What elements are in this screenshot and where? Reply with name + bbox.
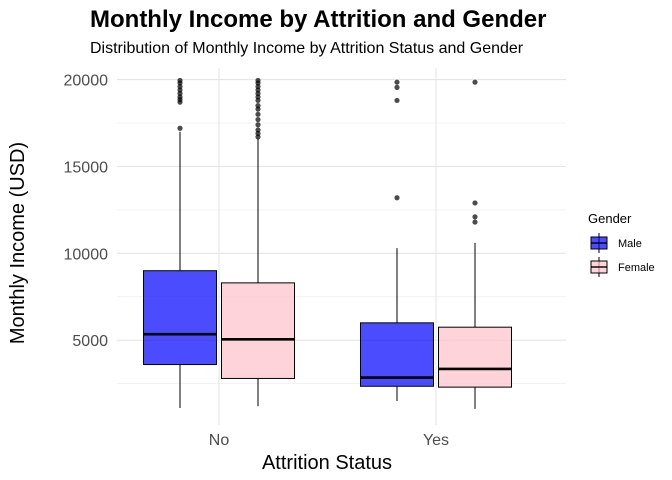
y-axis-title: Monthly Income (USD) xyxy=(7,142,29,344)
box-body xyxy=(143,270,217,366)
outlier-point xyxy=(472,200,478,206)
outlier-point xyxy=(255,111,261,117)
box-male-yes xyxy=(360,79,434,402)
outlier-point xyxy=(255,103,261,109)
legend-item-female: Female xyxy=(590,257,655,277)
y-tick-label: 10000 xyxy=(64,246,109,263)
outlier-point xyxy=(177,77,183,84)
chart-title: Monthly Income by Attrition and Gender xyxy=(90,6,546,33)
y-tick-label: 20000 xyxy=(64,73,109,90)
chart-subtitle: Distribution of Monthly Income by Attrit… xyxy=(90,40,524,57)
outlier-point xyxy=(177,125,183,131)
plot-area: 5000 10000 15000 20000 No Yes xyxy=(64,68,566,449)
outlier-point xyxy=(394,84,400,90)
outlier-point xyxy=(394,195,400,201)
outlier-point xyxy=(472,219,478,225)
legend: Gender Male Female xyxy=(588,211,655,277)
box-female-no xyxy=(221,77,295,407)
outlier-point xyxy=(472,214,478,220)
box-male-no xyxy=(143,77,217,408)
legend-label: Female xyxy=(618,262,655,274)
box-body xyxy=(221,282,295,379)
legend-item-male: Male xyxy=(590,233,642,253)
outlier-point xyxy=(394,97,400,104)
outlier-point xyxy=(255,77,261,84)
x-tick-label: Yes xyxy=(423,432,449,449)
legend-title: Gender xyxy=(588,211,632,226)
outlier-point xyxy=(255,127,261,133)
y-tick-label: 5000 xyxy=(72,333,108,350)
x-axis-title: Attrition Status xyxy=(262,452,392,474)
outlier-point xyxy=(255,116,261,123)
box-female-yes xyxy=(438,79,512,409)
outlier-point xyxy=(255,122,261,128)
y-tick-label: 15000 xyxy=(64,159,109,176)
outlier-point xyxy=(394,79,400,85)
outlier-point xyxy=(472,79,478,85)
box-body xyxy=(438,326,512,388)
x-tick-label: No xyxy=(209,432,230,449)
box-body xyxy=(360,322,434,387)
legend-label: Male xyxy=(618,238,642,250)
